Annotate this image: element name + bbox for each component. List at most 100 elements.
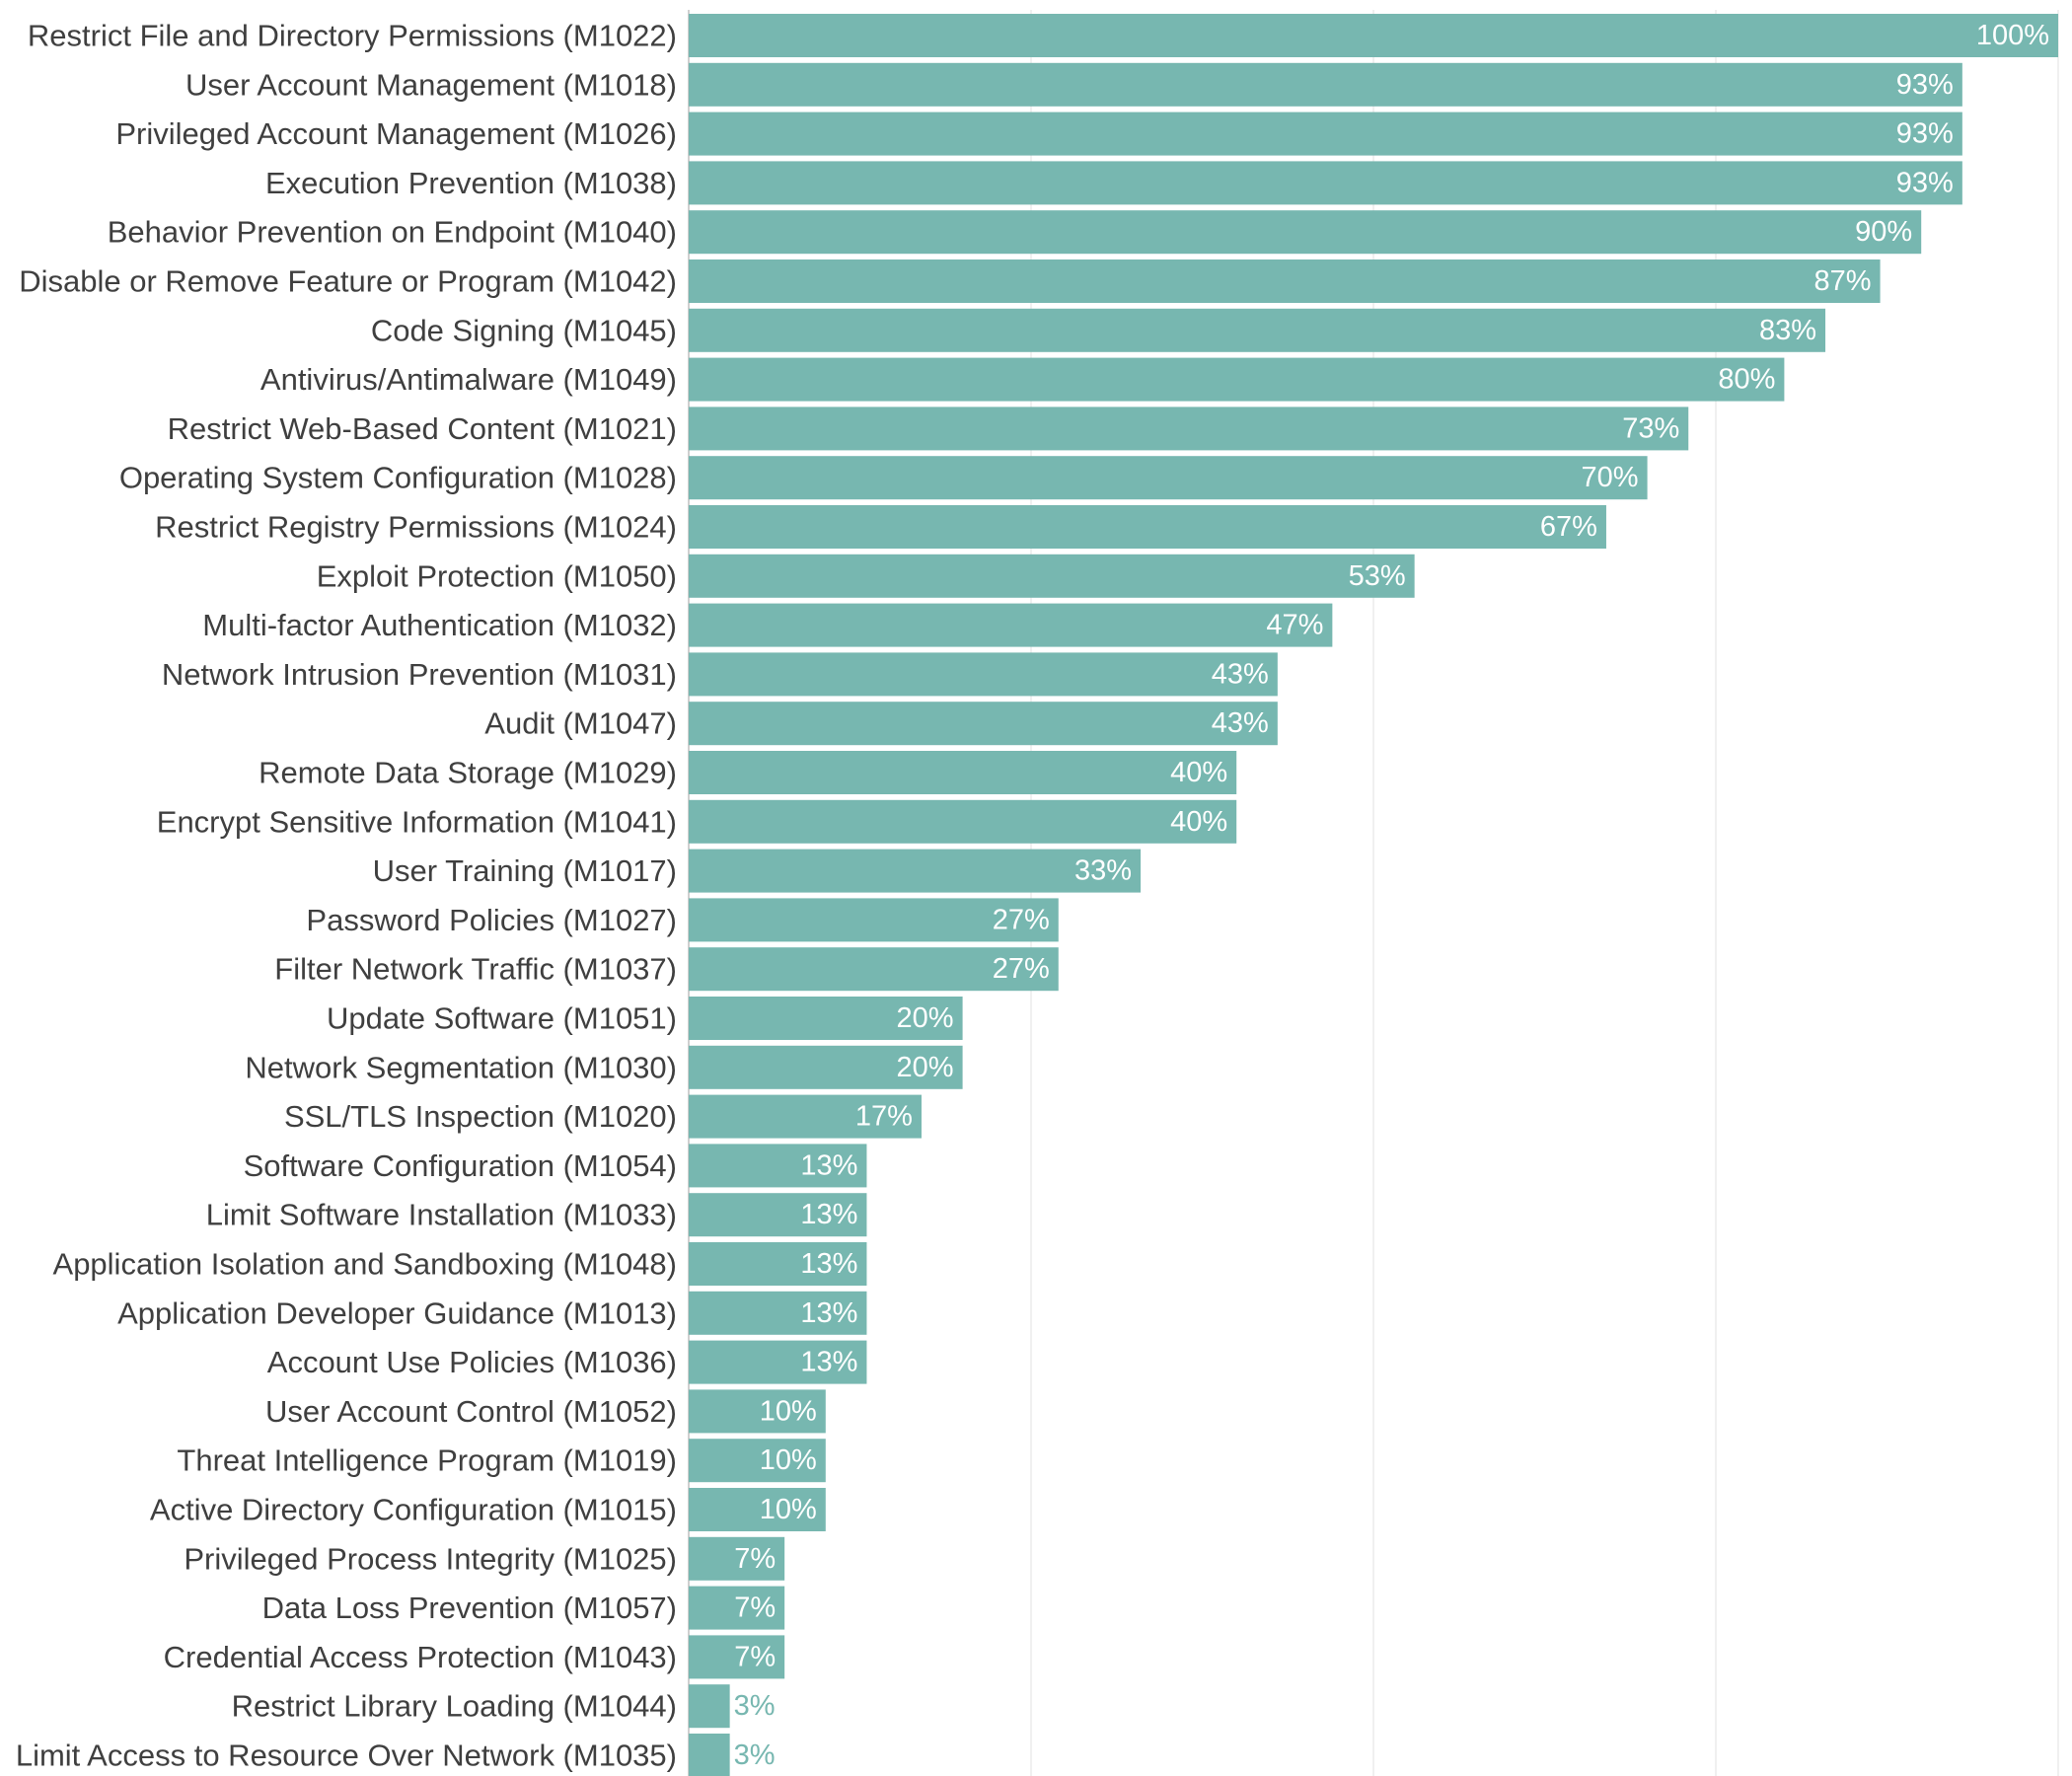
bar (689, 1193, 867, 1237)
value-label: 47% (1266, 610, 1323, 641)
value-label: 43% (1212, 707, 1269, 739)
bar (689, 799, 1237, 844)
bar (689, 1045, 963, 1089)
bar (689, 161, 1962, 205)
category-label: Remote Data Storage (M1029) (259, 756, 677, 790)
value-label: 7% (734, 1592, 776, 1624)
value-label: 93% (1896, 69, 1954, 101)
bars (689, 14, 2058, 1776)
category-label: Restrict Library Loading (M1044) (232, 1689, 677, 1724)
bar (689, 14, 2058, 57)
bar (689, 849, 1142, 893)
value-label: 10% (760, 1494, 817, 1525)
value-label: 70% (1582, 462, 1639, 493)
value-label: 7% (734, 1543, 776, 1575)
value-label: 93% (1896, 167, 1954, 198)
bar (689, 603, 1333, 647)
bar (689, 1340, 867, 1384)
value-label: 100% (1976, 20, 2049, 51)
category-label: Encrypt Sensitive Information (M1041) (157, 804, 677, 839)
category-label: Behavior Prevention on Endpoint (M1040) (108, 215, 677, 250)
category-label: SSL/TLS Inspection (M1020) (284, 1099, 677, 1134)
bar (689, 1439, 826, 1483)
bar (689, 259, 1881, 303)
value-label: 40% (1170, 757, 1227, 788)
bar (689, 1635, 785, 1679)
value-label: 40% (1170, 806, 1227, 838)
category-label: User Account Control (M1052) (265, 1394, 677, 1429)
category-label: Application Developer Guidance (M1013) (117, 1295, 677, 1330)
value-label: 90% (1855, 216, 1912, 248)
bar (689, 751, 1237, 794)
category-label: Threat Intelligence Program (M1019) (177, 1443, 677, 1478)
category-label: Filter Network Traffic (M1037) (274, 952, 677, 987)
value-label: 93% (1896, 118, 1954, 150)
bar (689, 1684, 730, 1729)
value-label: 10% (760, 1444, 817, 1476)
value-label: 83% (1759, 315, 1816, 346)
value-label: 73% (1622, 412, 1679, 444)
value-label: 53% (1349, 560, 1406, 592)
value-label: 67% (1540, 511, 1597, 543)
category-label: Restrict Registry Permissions (M1024) (155, 510, 677, 545)
value-label: 27% (993, 904, 1050, 935)
value-labels: 100% 93% 93% 93% 90% 87% 83% 80% 73% 70% 67% 53% 47%… (734, 20, 2049, 1771)
category-label: Network Intrusion Prevention (M1031) (162, 657, 677, 692)
bar (689, 505, 1606, 549)
bar (689, 1389, 826, 1434)
value-label: 13% (800, 1199, 857, 1230)
category-label: Application Isolation and Sandboxing (M1… (53, 1247, 677, 1282)
value-label: 13% (800, 1347, 857, 1378)
bar (689, 1144, 867, 1188)
value-label: 13% (800, 1248, 857, 1280)
bar (689, 1242, 867, 1286)
category-label: Operating System Configuration (M1028) (119, 461, 677, 495)
value-label: 87% (1814, 265, 1872, 297)
category-label: Disable or Remove Feature or Program (M1… (19, 264, 677, 299)
category-label: User Training (M1017) (373, 853, 677, 888)
category-label: Restrict Web-Based Content (M1021) (168, 411, 677, 446)
bar (689, 554, 1415, 598)
value-label: 43% (1212, 658, 1269, 690)
category-label: Restrict File and Directory Permissions … (28, 19, 677, 53)
value-label: 10% (760, 1395, 817, 1427)
bar (689, 1488, 826, 1531)
value-label: 20% (897, 1002, 954, 1034)
category-label: Data Loss Prevention (M1057) (262, 1591, 677, 1625)
value-label: 13% (800, 1297, 857, 1329)
category-label: Password Policies (M1027) (306, 903, 677, 937)
bar (689, 210, 1922, 255)
value-label: 13% (800, 1149, 857, 1181)
value-label: 17% (855, 1101, 913, 1133)
bar (689, 997, 963, 1040)
bar (689, 947, 1059, 992)
value-label: 80% (1718, 364, 1775, 396)
category-labels: Restrict File and Directory Permissions … (16, 19, 677, 1773)
value-label: 20% (897, 1052, 954, 1083)
category-label: Execution Prevention (M1038) (265, 166, 677, 200)
category-label: Code Signing (M1045) (371, 313, 677, 347)
bar (689, 456, 1648, 500)
category-label: Multi-factor Authentication (M1032) (202, 608, 677, 642)
bar (689, 357, 1785, 402)
category-label: User Account Management (M1018) (185, 67, 677, 102)
bar (689, 1586, 785, 1630)
category-label: Update Software (M1051) (327, 1001, 677, 1036)
bar (689, 1734, 730, 1776)
value-label: 27% (993, 953, 1050, 985)
bar (689, 1536, 785, 1581)
value-label: 3% (734, 1690, 776, 1722)
category-label: Network Segmentation (M1030) (245, 1050, 677, 1084)
bar (689, 1291, 867, 1335)
bar (689, 111, 1962, 156)
category-label: Software Configuration (M1054) (244, 1148, 677, 1183)
bar (689, 702, 1278, 746)
value-label: 3% (734, 1739, 776, 1771)
category-label: Exploit Protection (M1050) (317, 558, 677, 593)
category-label: Account Use Policies (M1036) (267, 1345, 677, 1379)
category-label: Audit (M1047) (484, 706, 677, 741)
value-label: 33% (1074, 855, 1132, 887)
bar (689, 652, 1278, 697)
